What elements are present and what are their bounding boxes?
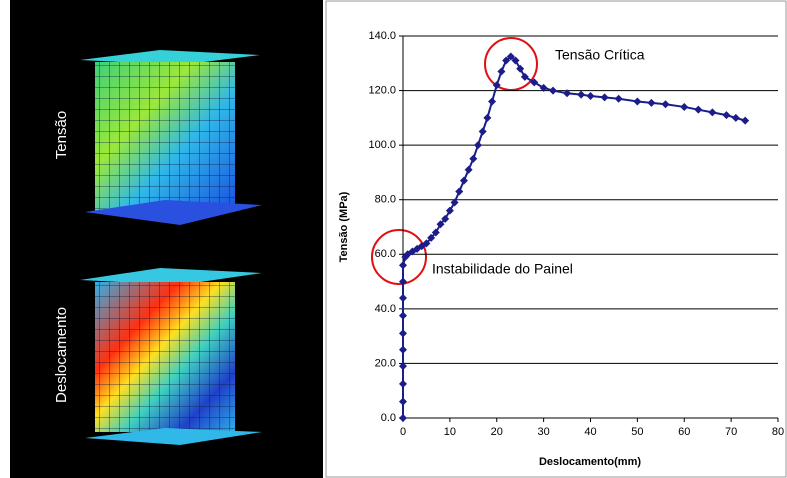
data-point: [722, 111, 730, 119]
data-point: [474, 141, 482, 149]
figure: Tensão Deslocamento Tensão (MPa) Desloca…: [0, 0, 787, 478]
data-point: [549, 87, 557, 95]
data-point: [633, 97, 641, 105]
x-tick-label: 50: [631, 426, 643, 438]
fem-model-stress: [80, 50, 262, 225]
data-point: [483, 114, 491, 122]
data-point: [732, 114, 740, 122]
y-tick-label: 0.0: [381, 412, 396, 424]
data-point: [708, 108, 716, 116]
data-point: [399, 414, 407, 422]
x-tick-label: 70: [725, 426, 737, 438]
data-point: [479, 128, 487, 136]
annotation: Tensão Crítica: [555, 47, 645, 63]
panel-label: Tensão: [53, 111, 70, 159]
data-point: [399, 312, 407, 320]
data-point: [577, 91, 585, 99]
x-tick-label: 10: [444, 426, 456, 438]
data-point: [521, 73, 529, 81]
data-point: [587, 92, 595, 100]
annotation: Instabilidade do Painel: [432, 261, 573, 277]
data-point: [741, 117, 749, 125]
data-point: [497, 67, 505, 75]
data-point: [460, 177, 468, 185]
y-tick-label: 40.0: [375, 303, 396, 315]
x-tick-label: 20: [491, 426, 503, 438]
data-point: [647, 99, 655, 107]
annotation-circle: [485, 38, 537, 90]
x-tick-label: 80: [772, 426, 784, 438]
data-point: [488, 97, 496, 105]
data-point: [399, 398, 407, 406]
x-tick-label: 40: [584, 426, 596, 438]
y-tick-label: 140.0: [368, 30, 396, 42]
x-tick-label: 30: [538, 426, 550, 438]
data-point: [399, 261, 407, 269]
y-tick-label: 20.0: [375, 357, 396, 369]
y-axis-title: Tensão (MPa): [338, 191, 350, 262]
data-point: [601, 93, 609, 101]
x-tick-label: 60: [678, 426, 690, 438]
data-point: [469, 155, 477, 163]
panel-label: Deslocamento: [53, 307, 70, 403]
x-tick-label: 0: [400, 426, 406, 438]
chart-frame: [326, 1, 786, 477]
data-point: [455, 188, 463, 196]
data-point: [680, 103, 688, 111]
x-axis-title: Deslocamento(mm): [539, 456, 641, 468]
data-point: [694, 106, 702, 114]
y-tick-label: 80.0: [375, 194, 396, 206]
data-point: [662, 100, 670, 108]
data-point: [399, 329, 407, 337]
data-point: [399, 294, 407, 302]
data-point: [465, 166, 473, 174]
fem-model-displacement: [80, 268, 262, 445]
data-point: [399, 380, 407, 388]
data-point: [615, 95, 623, 103]
data-point: [446, 207, 454, 215]
y-tick-label: 120.0: [368, 84, 396, 96]
data-point: [516, 65, 524, 73]
y-tick-label: 60.0: [375, 248, 396, 260]
data-point: [399, 346, 407, 354]
y-tick-label: 100.0: [368, 139, 396, 151]
